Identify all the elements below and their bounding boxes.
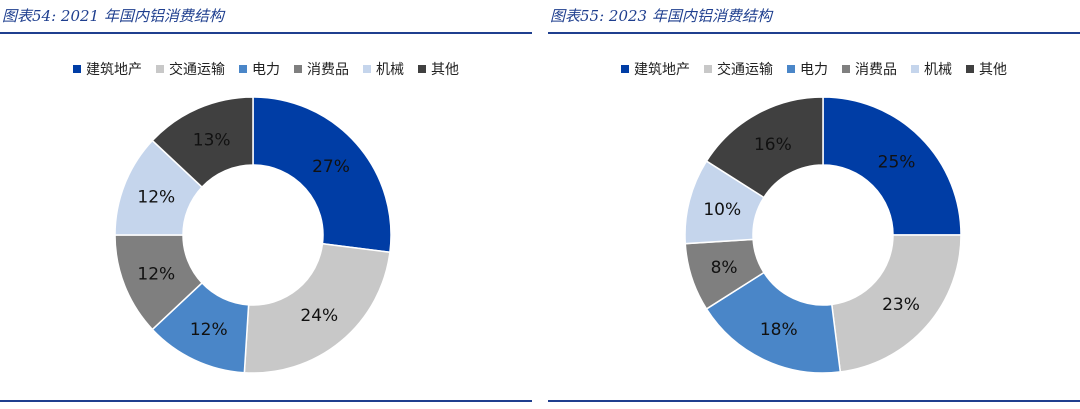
legend-swatch <box>294 65 302 73</box>
donut-slice <box>151 96 254 189</box>
donut-slice <box>705 96 824 199</box>
legend-item: 消费品 <box>294 59 349 79</box>
legend-swatch <box>787 65 795 73</box>
legend-label: 机械 <box>924 62 952 78</box>
chart-title: 图表54: 2021 年国内铝消费结构 <box>2 7 224 25</box>
slice-data-label: 27% <box>312 157 350 177</box>
chart-title: 图表55: 2023 年国内铝消费结构 <box>550 7 772 25</box>
top-rule <box>0 32 532 34</box>
slice-data-label: 12% <box>137 264 175 284</box>
legend-item: 其他 <box>966 59 1007 79</box>
legend: 建筑地产 交通运输 电力 消费品 机械 其他 <box>0 59 532 79</box>
legend-label: 电力 <box>800 62 828 78</box>
legend-label: 消费品 <box>307 62 349 78</box>
slice-data-label: 13% <box>193 131 231 151</box>
slice-data-label: 24% <box>300 306 338 326</box>
slice-data-label: 16% <box>754 135 792 155</box>
legend-swatch <box>621 65 629 73</box>
slice-data-label: 10% <box>703 200 741 220</box>
legend-label: 其他 <box>979 62 1007 78</box>
legend-swatch <box>239 65 247 73</box>
legend-label: 交通运输 <box>717 62 773 78</box>
chart-panel-2023: 图表55: 2023 年国内铝消费结构 建筑地产 交通运输 电力 消费品 机械 其他 25… <box>548 0 1080 409</box>
legend-swatch <box>704 65 712 73</box>
legend-item: 其他 <box>418 59 459 79</box>
legend-item: 电力 <box>239 59 280 79</box>
legend-label: 其他 <box>431 62 459 78</box>
slice-data-label: 25% <box>878 152 916 172</box>
legend-label: 电力 <box>252 62 280 78</box>
donut-slice <box>243 242 391 374</box>
legend-swatch <box>966 65 974 73</box>
legend-label: 消费品 <box>855 62 897 78</box>
chart-panel-2021: 图表54: 2021 年国内铝消费结构 建筑地产 交通运输 电力 消费品 机械 其他 27… <box>0 0 532 409</box>
legend-label: 建筑地产 <box>634 62 690 78</box>
legend-label: 机械 <box>376 62 404 78</box>
legend-swatch <box>842 65 850 73</box>
legend-item: 机械 <box>363 59 404 79</box>
legend-swatch <box>73 65 81 73</box>
legend-item: 电力 <box>787 59 828 79</box>
slice-data-label: 12% <box>137 188 175 208</box>
donut-chart: 25% 23% 18% 8% 10% 16% <box>684 96 962 374</box>
bottom-rule <box>548 400 1080 402</box>
legend-label: 建筑地产 <box>86 62 142 78</box>
donut-slice <box>830 234 962 373</box>
legend-item: 交通运输 <box>156 59 225 79</box>
legend-item: 交通运输 <box>704 59 773 79</box>
donut-slice <box>822 96 962 236</box>
legend-label: 交通运输 <box>169 62 225 78</box>
slice-data-label: 8% <box>711 258 738 278</box>
slice-data-label: 18% <box>760 320 798 340</box>
slice-data-label: 12% <box>190 320 228 340</box>
legend-swatch <box>363 65 371 73</box>
legend-swatch <box>156 65 164 73</box>
top-rule <box>548 32 1080 34</box>
donut-chart: 27% 24% 12% 12% 12% 13% <box>114 96 392 374</box>
legend-item: 机械 <box>911 59 952 79</box>
legend-item: 建筑地产 <box>621 59 690 79</box>
legend: 建筑地产 交通运输 电力 消费品 机械 其他 <box>548 59 1080 79</box>
slice-data-label: 23% <box>882 295 920 315</box>
legend-swatch <box>911 65 919 73</box>
legend-item: 建筑地产 <box>73 59 142 79</box>
donut-slice <box>252 96 392 254</box>
bottom-rule <box>0 400 532 402</box>
legend-item: 消费品 <box>842 59 897 79</box>
legend-swatch <box>418 65 426 73</box>
